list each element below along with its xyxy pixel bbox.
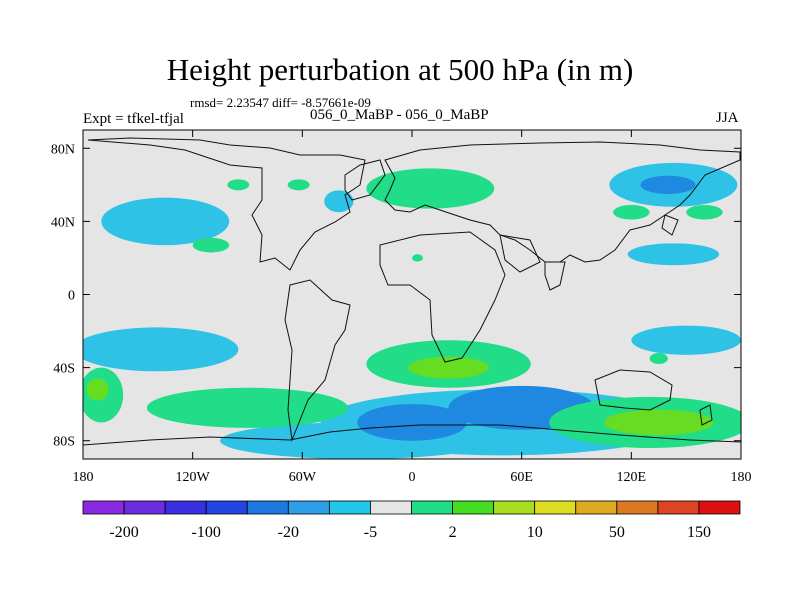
colorbar-swatch	[575, 500, 618, 515]
arabia-coastline	[499, 234, 541, 273]
colorbar-label: 150	[687, 524, 711, 541]
europe-asia-coastline	[384, 141, 741, 263]
y-axis: 80N 40N 0 40S 80S	[51, 142, 741, 450]
colorbar-swatch	[616, 500, 659, 515]
chart-title: Height perturbation at 500 hPa (in m)	[166, 52, 634, 87]
anomaly-region-light-blue	[631, 325, 741, 355]
x-tick-label: 0	[409, 470, 416, 485]
antarctica-coastline	[83, 424, 741, 446]
colorbar-label: -5	[364, 524, 377, 541]
y-tick-label: 80N	[51, 142, 75, 157]
x-axis: 180 120W 60W 0 60E 120E 180	[73, 130, 752, 485]
season-label: JJA	[716, 110, 739, 126]
anomaly-region-green	[366, 168, 495, 209]
colorbar-swatch	[82, 500, 125, 515]
colorbar-label: -20	[278, 524, 299, 541]
anomaly-region-light-blue	[83, 327, 239, 372]
x-tick-label: 60E	[510, 470, 533, 485]
colorbar-swatch	[246, 500, 289, 515]
colorbar-swatch	[370, 500, 412, 515]
colorbar-swatch	[493, 500, 536, 515]
anomaly-region-light-blue	[627, 243, 720, 266]
colorbar-swatch	[698, 500, 741, 515]
colorbar-swatch	[123, 500, 166, 515]
anomaly-region-bright-green	[603, 409, 714, 436]
anomaly-region-bright-green	[86, 378, 109, 401]
x-tick-label: 60W	[289, 470, 317, 485]
india-coastline	[544, 261, 566, 291]
x-tick-label: 180	[731, 470, 752, 485]
anomaly-region-mid-blue	[640, 175, 696, 194]
south-america-coastline	[284, 279, 351, 442]
colorbar-swatch	[411, 500, 453, 515]
colorbar-label: 10	[527, 524, 543, 541]
colorbar-swatch	[205, 500, 248, 515]
anomaly-regions	[83, 162, 741, 459]
x-tick-label: 180	[73, 470, 94, 485]
north-america-coastline	[87, 137, 366, 271]
colorbar-swatch	[287, 500, 330, 515]
anomaly-region-green	[192, 237, 230, 253]
colorbar-label: 50	[609, 524, 625, 541]
colorbar-swatch	[164, 500, 207, 515]
chart-subtitle: 056_0_MaBP - 056_0_MaBP	[310, 107, 489, 123]
anomaly-region-mid-blue	[357, 404, 467, 441]
anomaly-region-green	[146, 387, 349, 428]
x-tick-label: 120W	[176, 470, 211, 485]
colorbar-swatch	[657, 500, 700, 515]
colorbar-swatch	[328, 500, 371, 515]
y-tick-label: 0	[68, 289, 75, 304]
colorbar: -200 -100 -20 -5 2 10 50 150	[82, 500, 741, 541]
japan-coastline	[661, 214, 679, 236]
africa-coastline	[379, 231, 506, 363]
anomaly-region-light-blue	[324, 190, 354, 213]
y-tick-label: 40N	[51, 215, 75, 230]
colorbar-label: -100	[192, 524, 221, 541]
y-tick-label: 80S	[53, 435, 75, 450]
anomaly-region-green	[686, 204, 723, 220]
colorbar-label: 2	[449, 524, 457, 541]
experiment-label: Expt = tfkel-tfjal	[83, 111, 184, 127]
anomaly-region-green	[412, 254, 423, 262]
y-tick-label: 40S	[53, 362, 75, 377]
greenland-coastline	[344, 159, 386, 201]
stats-text: rmsd= 2.23547 diff= -8.57661e-09	[190, 95, 371, 110]
anomaly-region-green	[227, 179, 250, 191]
new-zealand-coastline	[699, 404, 713, 426]
anomaly-region-green	[613, 204, 650, 220]
anomaly-region-green	[649, 352, 668, 364]
anomaly-region-light-blue	[101, 197, 230, 246]
x-tick-label: 120E	[617, 470, 647, 485]
colorbar-swatch	[452, 500, 495, 515]
colorbar-swatch	[534, 500, 577, 515]
australia-coastline	[594, 369, 673, 411]
anomaly-region-green	[287, 179, 310, 191]
colorbar-label: -200	[109, 524, 138, 541]
anomaly-region-bright-green	[408, 356, 489, 379]
coastline-outlines	[83, 137, 741, 446]
